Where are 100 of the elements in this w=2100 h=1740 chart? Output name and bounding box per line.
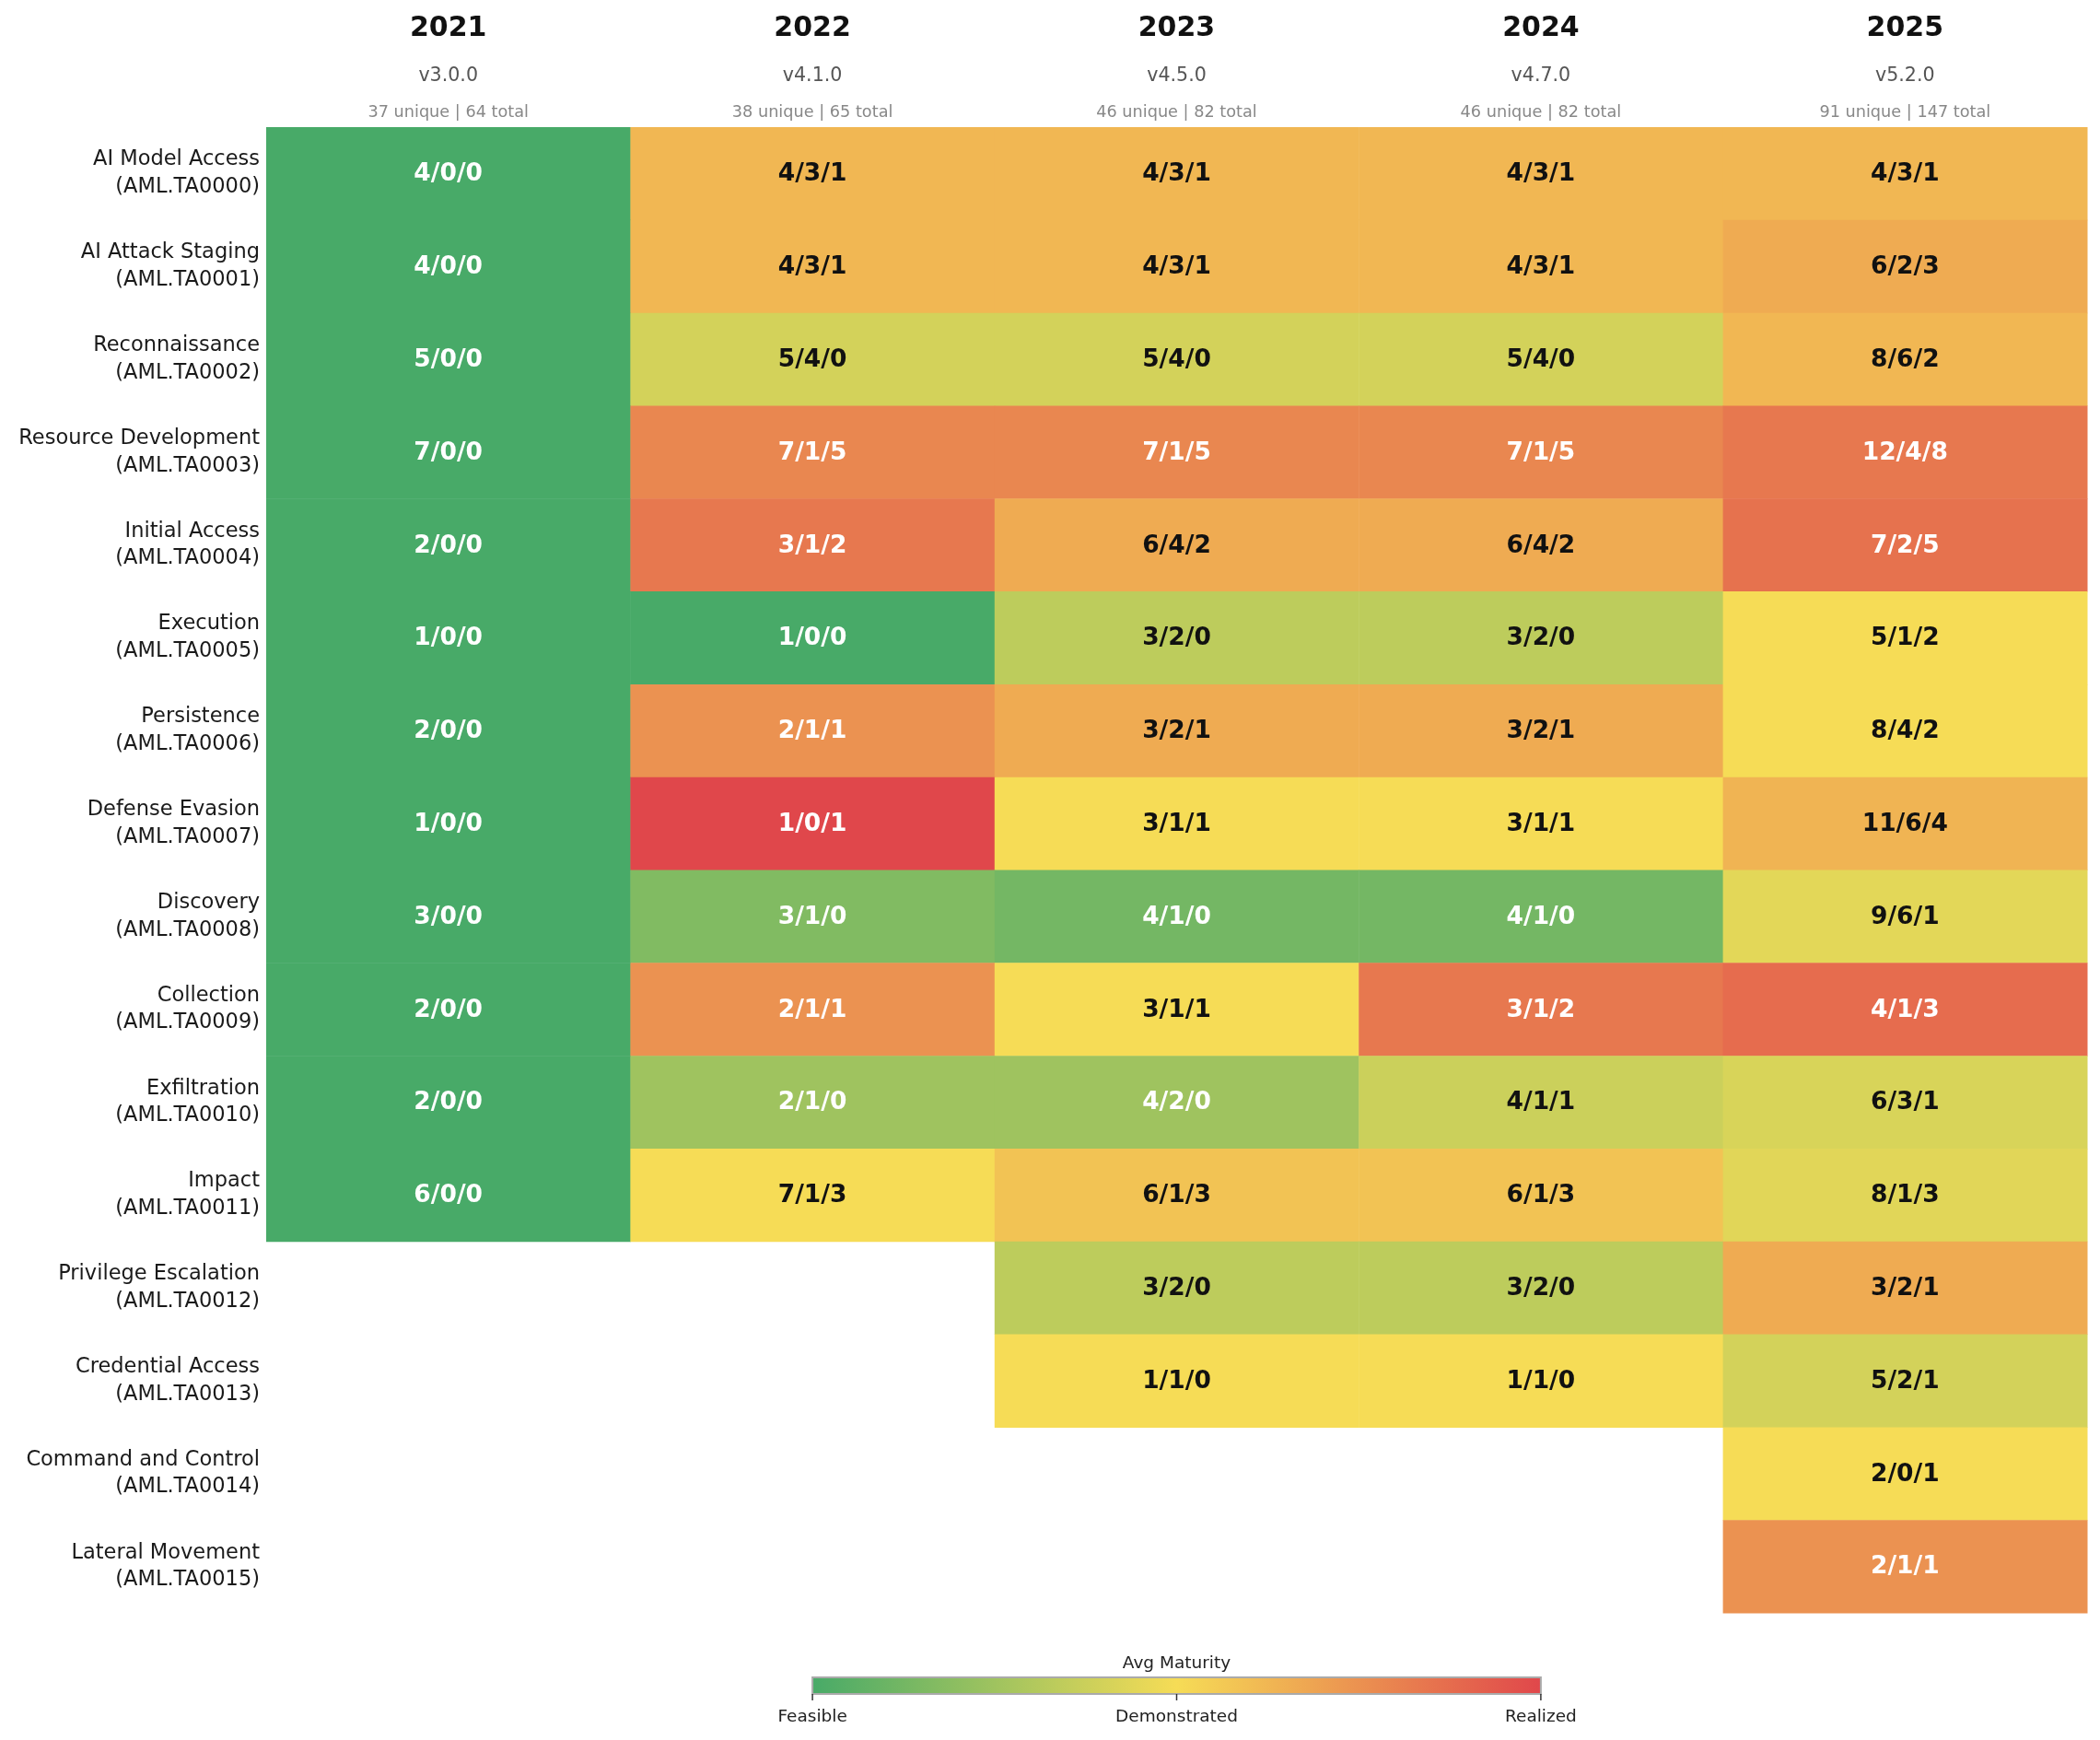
data-label: 4/1/0 [1142,900,1211,929]
x-tick-label: 2024 [1502,9,1580,42]
data-label: 7/1/5 [777,436,847,465]
text: v3.0.0 [418,64,478,87]
data-label: 3/1/1 [1142,993,1211,1022]
data-label: 2/1/0 [777,1086,847,1115]
text: 37 unique | 64 total [368,101,529,121]
y-tick-label: Command and Control (AML.TA0014) [26,1445,260,1498]
data-label: 3/2/1 [1506,715,1576,744]
x-tick-label: 2022 [774,9,851,42]
data-label: 2/1/1 [1870,1550,1940,1580]
text: 46 unique | 82 total [1096,101,1257,121]
data-label: 2/0/0 [414,993,484,1022]
data-label: 3/1/1 [1506,807,1576,836]
data-label: 4/1/3 [1870,993,1940,1022]
data-label: 11/6/4 [1861,807,1948,836]
data-label: 8/1/3 [1870,1179,1940,1209]
data-label: 7/1/5 [1142,436,1211,465]
data-label: 3/1/2 [1506,993,1576,1022]
y-tick-label: Collection (AML.TA0009) [115,981,260,1033]
text: 38 unique | 65 total [731,101,893,121]
x-tick-label: 2023 [1138,9,1216,42]
data-label: 7/1/5 [1506,436,1576,465]
data-label: 5/1/2 [1870,622,1940,651]
y-tick-label: Credential Access (AML.TA0013) [76,1352,260,1405]
color-bar-label: Realized [1504,1705,1577,1725]
data-label: 4/3/1 [1506,158,1576,187]
data-label: 1/0/0 [777,622,847,651]
data-label: 4/1/0 [1506,900,1576,929]
data-label: 5/4/0 [777,343,847,372]
y-tick-label: Exfiltration (AML.TA0010) [115,1074,260,1127]
y-tick-label: Execution (AML.TA0005) [115,610,260,662]
y-tick-label: Discovery (AML.TA0008) [115,888,260,940]
data-label: 2/0/1 [1870,1457,1940,1487]
data-label: 1/0/1 [777,807,847,836]
data-label: 4/0/0 [414,158,484,187]
data-label: 6/4/2 [1142,529,1211,558]
y-tick-label: Initial Access (AML.TA0004) [115,517,260,569]
data-label: 3/2/1 [1142,715,1211,744]
data-label: 6/1/3 [1506,1179,1576,1209]
data-label: 1/0/0 [414,622,484,651]
data-label: 3/2/0 [1142,622,1211,651]
data-label: 6/0/0 [414,1179,484,1209]
text: 91 unique | 147 total [1819,101,1991,121]
data-label: 4/3/1 [1142,158,1211,187]
data-label: 5/2/1 [1870,1364,1940,1394]
data-label: 4/2/0 [1142,1086,1211,1115]
y-tick-label: Resource Development (AML.TA0003) [18,424,261,476]
data-label: 6/4/2 [1506,529,1576,558]
data-label: 2/0/0 [414,715,484,744]
data-label: 1/1/0 [1506,1364,1576,1394]
y-tick-label: AI Attack Staging (AML.TA0001) [80,239,260,290]
data-label: 3/2/0 [1506,1272,1576,1302]
text: v4.1.0 [782,64,843,87]
data-label: 12/4/8 [1861,436,1948,465]
color-bar-label: Demonstrated [1115,1705,1238,1725]
text: v5.2.0 [1875,64,1935,87]
y-tick-label: Lateral Movement (AML.TA0015) [71,1538,261,1591]
data-label: 8/4/2 [1870,715,1940,744]
data-label: 9/6/1 [1870,900,1940,929]
data-label: 4/3/1 [1870,158,1940,187]
data-label: 2/1/1 [777,715,847,744]
data-label: 4/3/1 [777,158,847,187]
color-bar-title: Avg Maturity [1122,1652,1231,1672]
data-label: 7/2/5 [1870,529,1940,558]
data-label: 3/2/1 [1870,1272,1940,1302]
data-label: 2/0/0 [414,1086,484,1115]
data-label: 6/3/1 [1870,1086,1940,1115]
text: v4.5.0 [1147,64,1207,87]
x-tick-label: 2021 [409,9,487,42]
data-label: 6/2/3 [1870,251,1940,280]
data-label: 3/2/0 [1142,1272,1211,1302]
data-label: 5/0/0 [414,343,484,372]
data-label: 4/1/1 [1506,1086,1576,1115]
data-label: 3/0/0 [414,900,484,929]
y-tick-label: Defense Evasion (AML.TA0007) [87,796,260,847]
y-tick-label: Persistence (AML.TA0006) [115,703,260,754]
color-bar-label: Feasible [777,1705,847,1725]
data-label: 1/1/0 [1142,1364,1211,1394]
data-label: 5/4/0 [1142,343,1211,372]
text: 46 unique | 82 total [1460,101,1622,121]
data-label: 1/0/0 [414,807,484,836]
data-label: 7/1/3 [777,1179,847,1209]
data-label: 2/1/1 [777,993,847,1022]
data-label: 2/0/0 [414,529,484,558]
data-label: 7/0/0 [414,436,484,465]
y-tick-label: AI Model Access (AML.TA0000) [93,146,260,198]
data-label: 4/3/1 [1506,251,1576,280]
data-label: 5/4/0 [1506,343,1576,372]
data-label: 4/3/1 [777,251,847,280]
data-label: 4/3/1 [1142,251,1211,280]
data-label: 8/6/2 [1870,343,1940,372]
data-label: 3/1/0 [777,900,847,929]
x-tick-label: 2025 [1866,9,1944,42]
data-label: 3/1/1 [1142,807,1211,836]
y-tick-label: Impact (AML.TA0011) [115,1167,261,1220]
text: v4.7.0 [1511,64,1571,87]
data-label: 3/2/0 [1506,622,1576,651]
data-label: 4/0/0 [414,251,484,280]
data-label: 3/1/2 [777,529,847,558]
